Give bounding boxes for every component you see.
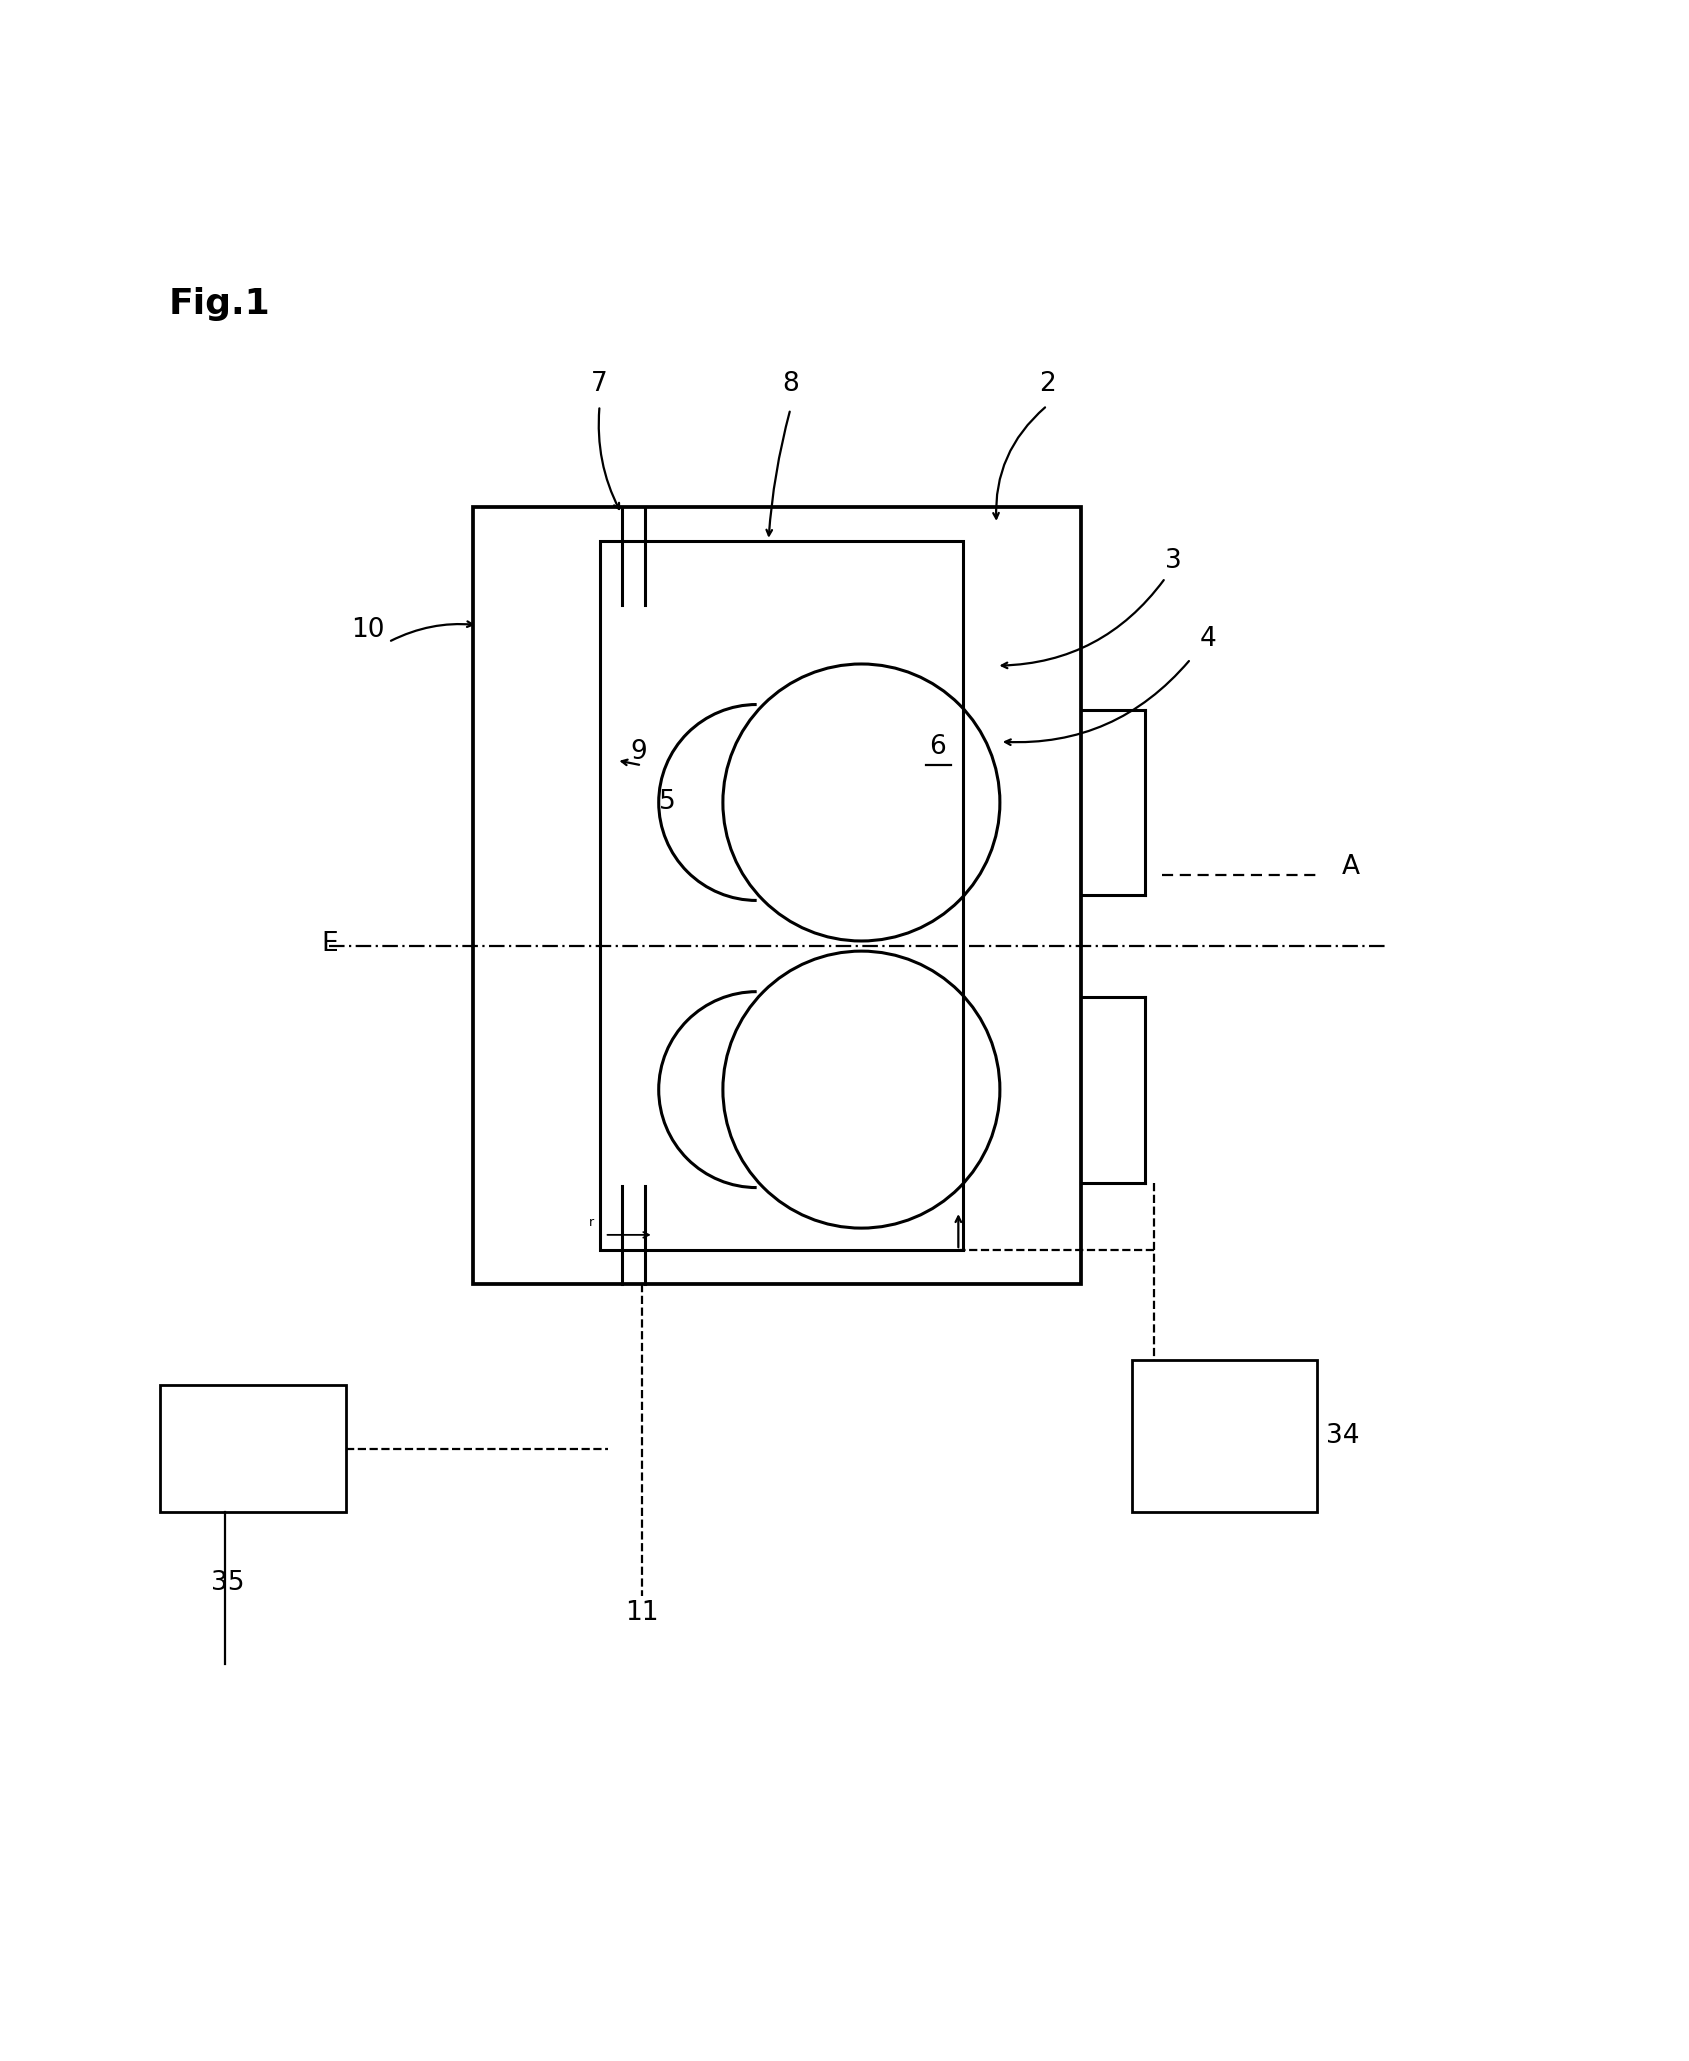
Text: Fig.1: Fig.1 <box>169 286 270 322</box>
Bar <box>600 540 963 1251</box>
Text: 2: 2 <box>1039 371 1056 396</box>
Text: 4: 4 <box>1199 627 1216 651</box>
Text: 5: 5 <box>659 789 676 816</box>
Text: 11: 11 <box>625 1599 659 1626</box>
Text: 35: 35 <box>211 1570 245 1595</box>
Text: 6: 6 <box>929 734 946 761</box>
Text: A: A <box>1343 853 1360 880</box>
Text: 8: 8 <box>782 371 799 396</box>
Text: 34: 34 <box>1326 1422 1360 1449</box>
Text: 10: 10 <box>351 616 385 643</box>
Bar <box>473 507 1081 1284</box>
Text: 9: 9 <box>630 738 647 765</box>
Text: 3: 3 <box>1165 548 1182 573</box>
Bar <box>1132 1360 1317 1513</box>
Bar <box>160 1385 346 1513</box>
Text: E: E <box>321 932 338 958</box>
Text: r: r <box>588 1216 595 1230</box>
Text: 7: 7 <box>591 371 608 396</box>
